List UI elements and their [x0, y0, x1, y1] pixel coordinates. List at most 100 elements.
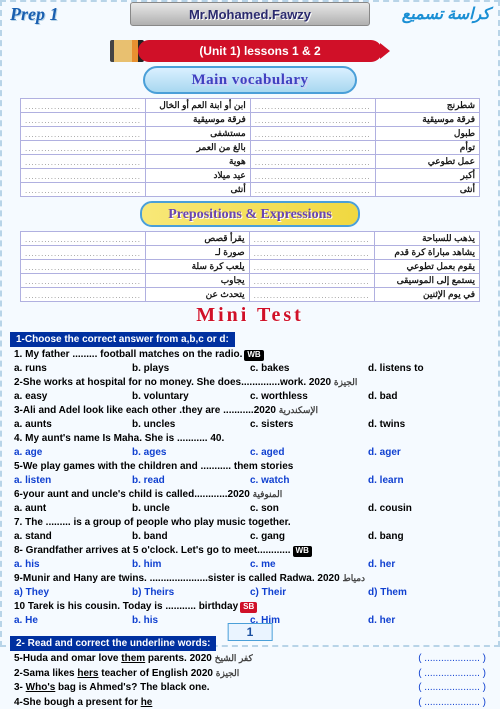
correction-list: 5-Huda and omar love them parents. 2020 …: [14, 652, 486, 709]
vocab-cell: ....................................: [250, 99, 375, 113]
vocab-cell: ....................................: [250, 183, 375, 197]
unit-bar: (Unit 1) lessons 1 & 2: [110, 40, 390, 62]
source-badge: WB: [244, 350, 263, 361]
question-text: 3-Ali and Adel look like each other .the…: [14, 404, 486, 418]
option: d. listens to: [368, 362, 486, 376]
option: d. her: [368, 614, 486, 628]
correction-item: 3- Who's bag is Ahmed's? The black one. …: [14, 681, 486, 695]
question: 9-Munir and Hany are twins. ............…: [14, 572, 486, 599]
vocab-cell: ....................................: [249, 274, 374, 288]
governorate-tag: الجيزة: [334, 377, 357, 387]
vocab-cell: في يوم الإثنين: [374, 288, 479, 302]
vocab-cell: مستشفى: [146, 127, 251, 141]
question-text: 2-She works at hospital for no money. Sh…: [14, 376, 486, 390]
question-text: 7. The ......... is a group of people wh…: [14, 516, 486, 530]
answer-blank: ( .................... ): [418, 696, 486, 709]
vocab-cell: يقرأ قصص: [146, 232, 250, 246]
options-row: a. auntsb. unclesc. sistersd. twins: [14, 418, 486, 432]
option: b. ages: [132, 446, 250, 460]
vocab-cell: ....................................: [21, 232, 146, 246]
option: d. cousin: [368, 502, 486, 516]
option: c. bakes: [250, 362, 368, 376]
option: c. gang: [250, 530, 368, 544]
option: b. uncles: [132, 418, 250, 432]
vocab-cell: ....................................: [21, 99, 146, 113]
correction-item: 5-Huda and omar love them parents. 2020 …: [14, 652, 486, 666]
vocab-cell: يستمع إلى الموسيقى: [374, 274, 479, 288]
vocab-cell: يتحدث عن: [146, 288, 250, 302]
source-badge: SB: [240, 602, 257, 613]
vocab-cell: أكبر: [375, 169, 479, 183]
option: a. easy: [14, 390, 132, 404]
option: a. aunt: [14, 502, 132, 516]
correction-item: 2-Sama likes hers teacher of English 202…: [14, 667, 486, 681]
option: c. worthless: [250, 390, 368, 404]
vocab-cell: بالغ من العمر: [146, 141, 251, 155]
question-text: 9-Munir and Hany are twins. ............…: [14, 572, 486, 586]
option: d. bad: [368, 390, 486, 404]
teacher-banner: Mr.Mohamed.Fawzy: [130, 2, 370, 26]
vocab-cell: توأم: [375, 141, 479, 155]
vocab-cell: ....................................: [21, 169, 146, 183]
vocab-cell: فرقة موسيقية: [146, 113, 251, 127]
option: b. him: [132, 558, 250, 572]
vocab-cell: فرقة موسيقية: [375, 113, 479, 127]
question: 5-We play games with the children and ..…: [14, 460, 486, 487]
question: 2-She works at hospital for no money. Sh…: [14, 376, 486, 403]
question: 1. My father ......... football matches …: [14, 348, 486, 375]
vocab-cell: ....................................: [21, 113, 146, 127]
question-text: 8- Grandfather arrives at 5 o'clock. Let…: [14, 544, 486, 558]
option: c. sisters: [250, 418, 368, 432]
option: d. learn: [368, 474, 486, 488]
correction-item: 4-She bough a present for he ( .........…: [14, 696, 486, 709]
unit-chip: (Unit 1) lessons 1 & 2: [138, 40, 382, 62]
vocab-cell: ....................................: [21, 155, 146, 169]
option: d. twins: [368, 418, 486, 432]
vocab-cell: عمل تطوعي: [375, 155, 479, 169]
vocab-cell: ....................................: [250, 155, 375, 169]
option: b. plays: [132, 362, 250, 376]
option: a. age: [14, 446, 132, 460]
option: d. bang: [368, 530, 486, 544]
question: 8- Grandfather arrives at 5 o'clock. Let…: [14, 544, 486, 571]
governorate-tag: الإسكندرية: [279, 405, 318, 415]
vocab-cell: ....................................: [21, 260, 146, 274]
governorate-tag: دمياط: [342, 573, 365, 583]
governorate-tag: المنوفية: [253, 489, 283, 499]
option: b. read: [132, 474, 250, 488]
vocab-cell: يقوم بعمل تطوعي: [374, 260, 479, 274]
vocab-cell: عيد ميلاد: [146, 169, 251, 183]
vocab-section-title: Main vocabulary: [143, 66, 356, 94]
vocab-cell: هوية: [146, 155, 251, 169]
instruction-2: 2- Read and correct the underline words:: [10, 636, 216, 651]
option: c. watch: [250, 474, 368, 488]
vocab-cell: شطرنج: [375, 99, 479, 113]
question-text: 4. My aunt's name Is Maha. She is ......…: [14, 432, 486, 446]
vocab-cell: يشاهد مباراة كرة قدم: [374, 246, 479, 260]
vocab-cell: ....................................: [21, 246, 146, 260]
vocab-cell: ....................................: [21, 141, 146, 155]
options-row: a. listenb. readc. watchd. learn: [14, 474, 486, 488]
question-list: 1. My father ......... football matches …: [14, 348, 486, 627]
option: a. He: [14, 614, 132, 628]
option: c) Their: [250, 586, 368, 600]
options-row: a. standb. bandc. gangd. bang: [14, 530, 486, 544]
mini-test-heading: Mini Test: [2, 304, 498, 327]
correction-text: 4-She bough a present for he: [14, 696, 152, 709]
option: c. aged: [250, 446, 368, 460]
vocab-cell: ....................................: [250, 169, 375, 183]
option: b. voluntary: [132, 390, 250, 404]
question: 6-your aunt and uncle's child is called.…: [14, 488, 486, 515]
vocab-cell: ....................................: [21, 288, 146, 302]
vocab-cell: ....................................: [249, 246, 374, 260]
grade-label: Prep 1: [10, 4, 59, 25]
teacher-name: Mr.Mohamed.Fawzy: [189, 7, 311, 22]
question-text: 10 Tarek is his cousin. Today is .......…: [14, 600, 486, 614]
question-text: 1. My father ......... football matches …: [14, 348, 486, 362]
vocab-cell: أنثى: [375, 183, 479, 197]
option: c. son: [250, 502, 368, 516]
vocab-cell: طبول: [375, 127, 479, 141]
instruction-1: 1-Choose the correct answer from a,b,c o…: [10, 332, 235, 347]
vocab-cell: صورة لـ: [146, 246, 250, 260]
vocab-cell: يذهب للسباحة: [374, 232, 479, 246]
